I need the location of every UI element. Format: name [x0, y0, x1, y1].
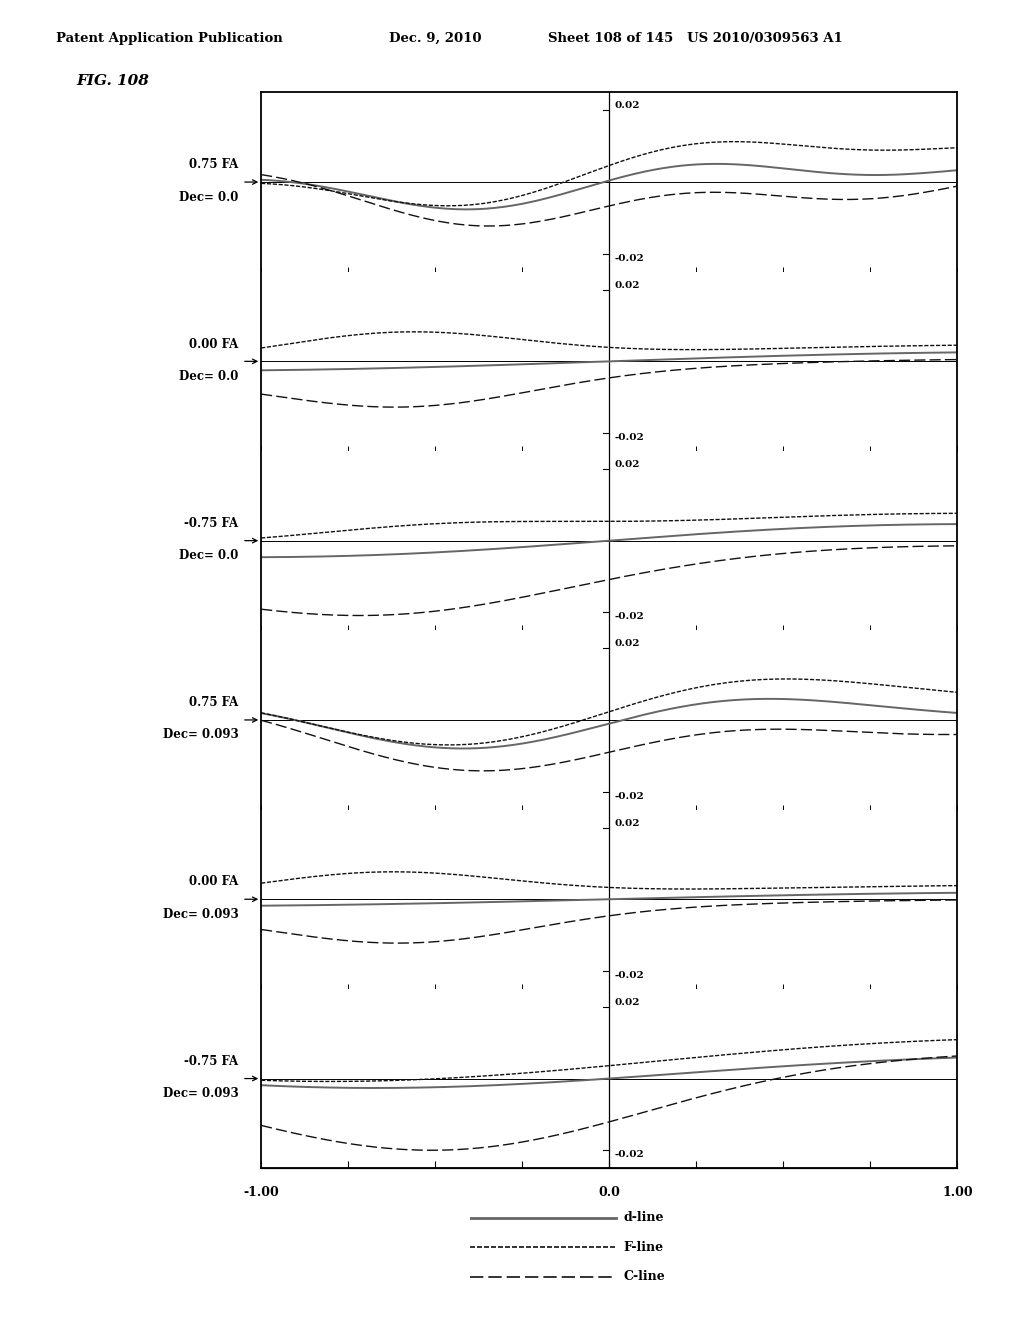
Text: 0.02: 0.02	[614, 639, 640, 648]
Text: 0.75 FA: 0.75 FA	[189, 158, 239, 172]
Text: 1.00: 1.00	[942, 1187, 973, 1200]
Text: 0.0: 0.0	[598, 1187, 621, 1200]
Text: -0.02: -0.02	[614, 253, 644, 263]
Text: -0.02: -0.02	[614, 612, 644, 622]
Text: C-line: C-line	[624, 1270, 665, 1283]
Text: Patent Application Publication: Patent Application Publication	[56, 32, 283, 45]
Text: Dec= 0.093: Dec= 0.093	[163, 908, 239, 921]
Text: FIG. 108: FIG. 108	[77, 74, 150, 88]
Text: -0.75 FA: -0.75 FA	[184, 517, 239, 529]
Text: 0.00 FA: 0.00 FA	[189, 338, 239, 351]
Text: 0.02: 0.02	[614, 459, 640, 469]
Text: Dec= 0.0: Dec= 0.0	[179, 549, 239, 562]
Text: Dec= 0.0: Dec= 0.0	[179, 370, 239, 383]
Text: 0.02: 0.02	[614, 281, 640, 289]
Text: Sheet 108 of 145   US 2010/0309563 A1: Sheet 108 of 145 US 2010/0309563 A1	[548, 32, 843, 45]
Text: -0.02: -0.02	[614, 1150, 644, 1159]
Text: Dec. 9, 2010: Dec. 9, 2010	[389, 32, 481, 45]
Text: Dec= 0.093: Dec= 0.093	[163, 1088, 239, 1100]
Text: Dec= 0.093: Dec= 0.093	[163, 729, 239, 742]
Text: -1.00: -1.00	[244, 1187, 279, 1200]
Text: -0.02: -0.02	[614, 433, 644, 442]
Text: -0.02: -0.02	[614, 972, 644, 979]
Text: 0.02: 0.02	[614, 818, 640, 828]
Text: Dec= 0.0: Dec= 0.0	[179, 190, 239, 203]
Text: F-line: F-line	[624, 1241, 664, 1254]
Text: 0.75 FA: 0.75 FA	[189, 696, 239, 709]
Text: 0.02: 0.02	[614, 998, 640, 1007]
Text: 0.00 FA: 0.00 FA	[189, 875, 239, 888]
Text: -0.02: -0.02	[614, 792, 644, 801]
Text: -0.75 FA: -0.75 FA	[184, 1055, 239, 1068]
Text: d-line: d-line	[624, 1212, 664, 1225]
Text: 0.02: 0.02	[614, 102, 640, 111]
